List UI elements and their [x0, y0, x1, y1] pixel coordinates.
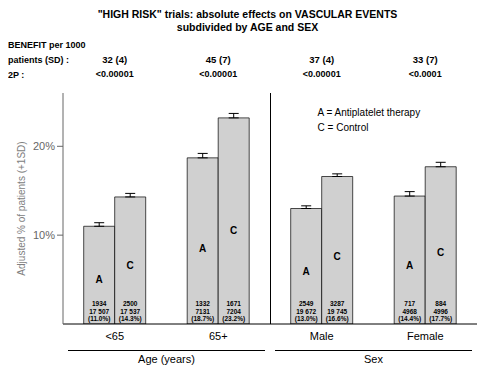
html-text:Age (years): Age (years) [138, 353, 195, 365]
svg-text:C: C [127, 260, 134, 271]
html-text:<0.00001: <0.00001 [199, 69, 238, 79]
svg-text:254919 672(13.0%): 254919 672(13.0%) [295, 300, 318, 323]
svg-text:328719 745(16.6%): 328719 745(16.6%) [326, 300, 349, 323]
svg-text:250017 537(14.3%): 250017 537(14.3%) [119, 300, 142, 323]
svg-text:20%: 20% [33, 140, 55, 152]
svg-text:<65: <65 [105, 330, 124, 342]
svg-text:A: A [303, 266, 310, 277]
html-text:33 (7): 33 (7) [412, 54, 438, 65]
html-text:Sex: Sex [364, 353, 383, 365]
svg-text:10%: 10% [33, 229, 55, 241]
svg-text:A: A [406, 260, 413, 271]
svg-text:8844996(17.7%): 8844996(17.7%) [429, 300, 452, 323]
svg-text:Female: Female [407, 330, 444, 342]
html-text:patients (SD) :: patients (SD) : [8, 55, 69, 65]
html-text:<0.0001: <0.0001 [408, 69, 442, 79]
svg-text:A: A [199, 243, 206, 254]
html-text:2P :: 2P : [8, 70, 25, 80]
html-text:37 (4): 37 (4) [309, 54, 335, 65]
html-text:BENEFIT per 1000: BENEFIT per 1000 [8, 40, 86, 50]
svg-text:65+: 65+ [209, 330, 228, 342]
html-text:subdivided by AGE and SEX: subdivided by AGE and SEX [176, 21, 319, 33]
svg-text:Male: Male [310, 330, 334, 342]
svg-text:C: C [334, 251, 341, 262]
html-text:C = Control: C = Control [317, 121, 369, 133]
html-text:A = Antiplatelet therapy: A = Antiplatelet therapy [317, 106, 421, 118]
svg-text:16717204(23.2%): 16717204(23.2%) [222, 300, 245, 323]
svg-text:A: A [96, 274, 103, 285]
html-text:<0.00001: <0.00001 [95, 69, 134, 79]
html-text:32 (4): 32 (4) [102, 54, 128, 65]
svg-text:C: C [437, 247, 444, 258]
svg-text:193417 507(11.0%): 193417 507(11.0%) [88, 300, 110, 323]
svg-text:C: C [230, 225, 237, 236]
html-text:<0.00001: <0.00001 [302, 69, 341, 79]
svg-text:7174968(14.4%): 7174968(14.4%) [398, 300, 421, 323]
svg-text:Adjusted % of patients (+1SD): Adjusted % of patients (+1SD) [16, 141, 27, 275]
html-text:45 (7): 45 (7) [205, 54, 231, 65]
html-text:"HIGH RISK" trials: absolute e: "HIGH RISK" trials: absolute effects on … [97, 8, 398, 20]
svg-text:13327131(18.7%): 13327131(18.7%) [191, 300, 214, 323]
